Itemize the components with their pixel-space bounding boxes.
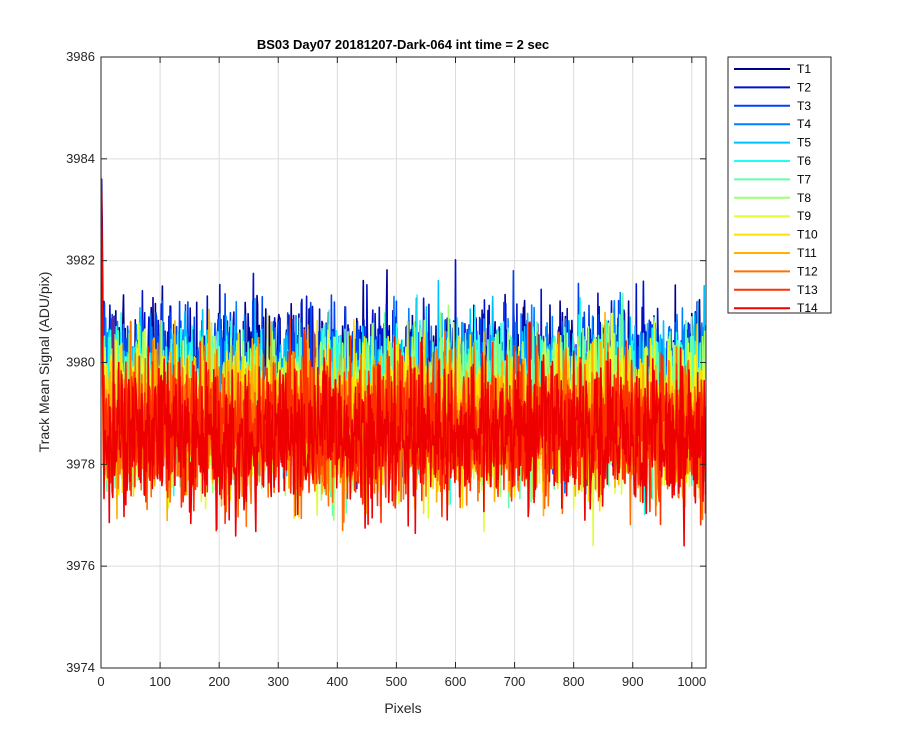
x-axis-label: Pixels [384, 700, 421, 716]
x-tick-label: 1000 [677, 674, 706, 689]
x-tick-label: 800 [563, 674, 585, 689]
y-tick-label: 3974 [66, 660, 95, 675]
legend-label-t11: T11 [797, 246, 817, 260]
x-tick-label: 900 [622, 674, 644, 689]
x-tick-label: 100 [149, 674, 171, 689]
x-tick-label: 200 [208, 674, 230, 689]
y-tick-label: 3976 [66, 558, 95, 573]
legend-box [727, 56, 832, 314]
legend-label-t9: T9 [797, 209, 811, 223]
x-tick-label: 600 [445, 674, 467, 689]
legend-label-t7: T7 [797, 172, 811, 186]
y-tick-label: 3978 [66, 456, 95, 471]
x-tick-label: 500 [386, 674, 408, 689]
x-tick-label: 700 [504, 674, 526, 689]
legend-label-t12: T12 [797, 264, 818, 278]
legend-label-t2: T2 [797, 80, 811, 94]
legend-label-t6: T6 [797, 154, 811, 168]
y-tick-label: 3982 [66, 253, 95, 268]
y-tick-label: 3984 [66, 151, 95, 166]
series-line-t14 [101, 179, 706, 547]
legend-label-t4: T4 [797, 117, 811, 131]
legend-label-t5: T5 [797, 136, 811, 150]
x-tick-label: 400 [326, 674, 348, 689]
legend-label-t3: T3 [797, 99, 811, 113]
x-tick-label: 0 [97, 674, 104, 689]
legend: T1 T2 T3 T4 T5 T6 T7 T8 T9 T10 T11 T12 T13 T14 [727, 56, 832, 315]
chart-title: BS03 Day07 20181207-Dark-064 int time = … [257, 37, 549, 52]
legend-label-t13: T13 [797, 283, 818, 297]
legend-label-t10: T10 [797, 228, 818, 242]
legend-label-t14: T14 [797, 301, 818, 315]
series-group [101, 178, 706, 547]
y-tick-label: 3986 [66, 49, 95, 64]
x-tick-label: 300 [267, 674, 289, 689]
y-axis-label: Track Mean Signal (ADU/pix) [36, 272, 52, 453]
axis-ticks: 0 100 200 300 400 500 600 700 800 900 1000 3974 3976… [66, 49, 706, 689]
legend-label-t1: T1 [797, 62, 811, 76]
legend-label-t8: T8 [797, 191, 811, 205]
y-tick-label: 3980 [66, 355, 95, 370]
